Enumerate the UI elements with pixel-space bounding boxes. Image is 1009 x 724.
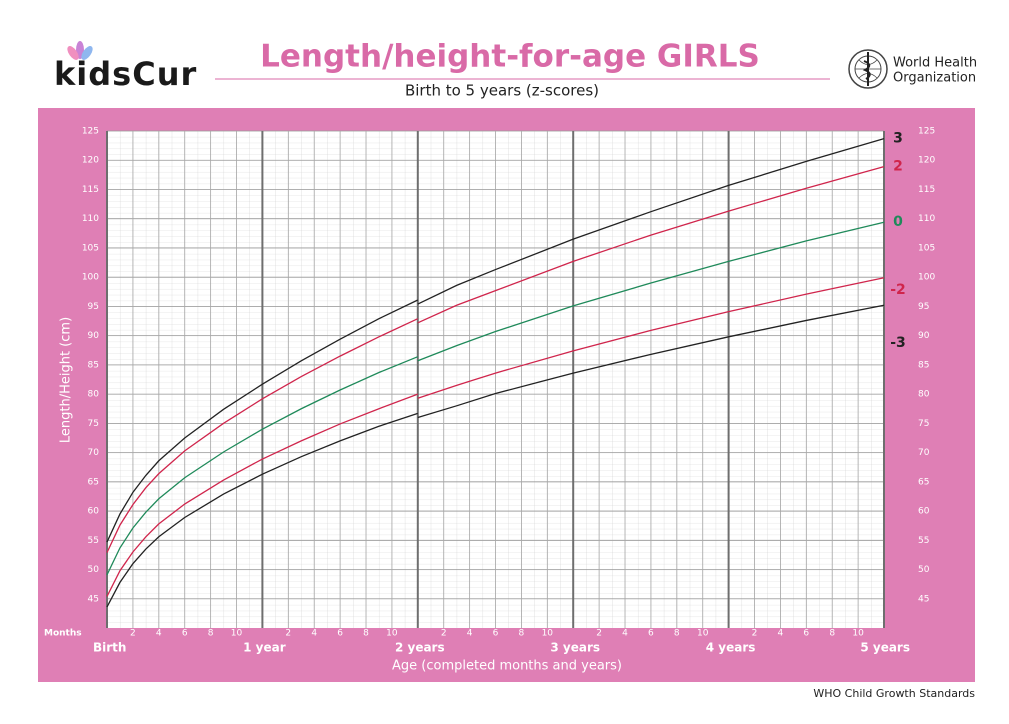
y-tick-label: 120 [918,156,935,166]
y-axis-label: Length/Height (cm) [59,317,74,443]
footer: WHO Child Growth Standards [813,687,975,700]
chart-subtitle: Birth to 5 years (z-scores) [405,82,599,100]
y-tick-label: 50 [88,565,100,575]
x-year-label: 1 year [243,641,286,655]
x-tick-label: 4 [156,629,162,639]
x-year-label: Birth [93,641,126,655]
y-tick-label: 120 [82,156,99,166]
y-tick-label: 85 [918,360,929,370]
x-axis-label: Age (completed months and years) [392,659,622,674]
y-tick-label: 70 [88,448,100,458]
x-year-label: 5 years [860,641,910,655]
x-tick-label: 10 [231,629,243,639]
x-tick-label: 6 [493,629,499,639]
y-tick-label: 95 [918,302,929,312]
z-score-curve [106,277,885,597]
y-tick-label: 60 [918,507,930,517]
x-tick-label: 10 [386,629,398,639]
x-tick-label: 4 [311,629,317,639]
y-tick-label: 110 [918,214,935,224]
x-tick-label: 10 [852,629,864,639]
y-tick-label: 70 [918,448,930,458]
y-tick-label: 60 [88,507,100,517]
y-tick-label: 65 [88,477,99,487]
x-tick-label: 8 [674,629,680,639]
x-tick-label: 2 [596,629,602,639]
x-tick-label: 10 [697,629,709,639]
series-label: 2 [893,159,903,175]
chart-title: Length/height-for-age GIRLS [260,39,760,75]
x-tick-label: 10 [542,629,554,639]
y-tick-label: 90 [918,331,930,341]
y-tick-label: 100 [918,273,935,283]
series-label: 0 [893,214,903,230]
series-label: 3 [893,131,903,147]
y-tick-label: 125 [82,127,99,137]
y-tick-label: 75 [918,419,929,429]
x-tick-label: 8 [519,629,525,639]
y-tick-label: 100 [82,273,99,283]
x-tick-label: 6 [648,629,654,639]
series-label: -2 [890,282,906,298]
org-name: World Health [893,56,977,71]
grid [106,130,885,628]
x-tick-label: 8 [829,629,835,639]
x-tick-label: 2 [130,629,136,639]
y-tick-label: 115 [918,185,935,195]
z-score-curve [106,221,885,576]
y-tick-label: 65 [918,477,929,487]
org-name: Organization [893,71,976,86]
y-tick-label: 75 [88,419,99,429]
x-year-label: 2 years [395,641,445,655]
y-tick-label: 95 [88,302,99,312]
y-tick-label: 50 [918,565,930,575]
z-score-curve [106,304,885,608]
y-tick-label: 45 [88,594,99,604]
x-tick-label: 4 [467,629,473,639]
y-tick-label: 105 [82,243,99,253]
curves [106,137,885,608]
x-tick-label: 4 [622,629,628,639]
x-unit-label: Months [44,629,82,639]
x-tick-label: 2 [441,629,447,639]
y-tick-label: 55 [918,536,929,546]
x-tick-label: 6 [803,629,809,639]
x-year-label: 4 years [706,641,756,655]
x-tick-label: 6 [182,629,188,639]
brand-logo: kidsCur [54,41,197,93]
y-tick-label: 80 [88,390,100,400]
x-tick-label: 4 [778,629,784,639]
x-tick-label: 8 [363,629,369,639]
y-tick-label: 115 [82,185,99,195]
x-tick-label: 6 [337,629,343,639]
brand-name: kidsCur [54,55,197,93]
y-tick-label: 80 [918,390,930,400]
y-tick-label: 90 [88,331,100,341]
x-tick-label: 2 [752,629,758,639]
y-tick-label: 110 [82,214,99,224]
z-score-curve [106,137,885,543]
y-tick-label: 55 [88,536,99,546]
y-tick-label: 85 [88,360,99,370]
who-emblem [848,49,888,89]
y-tick-label: 125 [918,127,935,137]
x-tick-label: 2 [285,629,291,639]
x-year-label: 3 years [550,641,600,655]
y-tick-label: 45 [918,594,929,604]
y-tick-label: 105 [918,243,935,253]
lotus-icon [67,41,93,60]
z-score-curve [106,166,885,553]
series-label: -3 [890,335,906,351]
x-tick-label: 8 [208,629,214,639]
